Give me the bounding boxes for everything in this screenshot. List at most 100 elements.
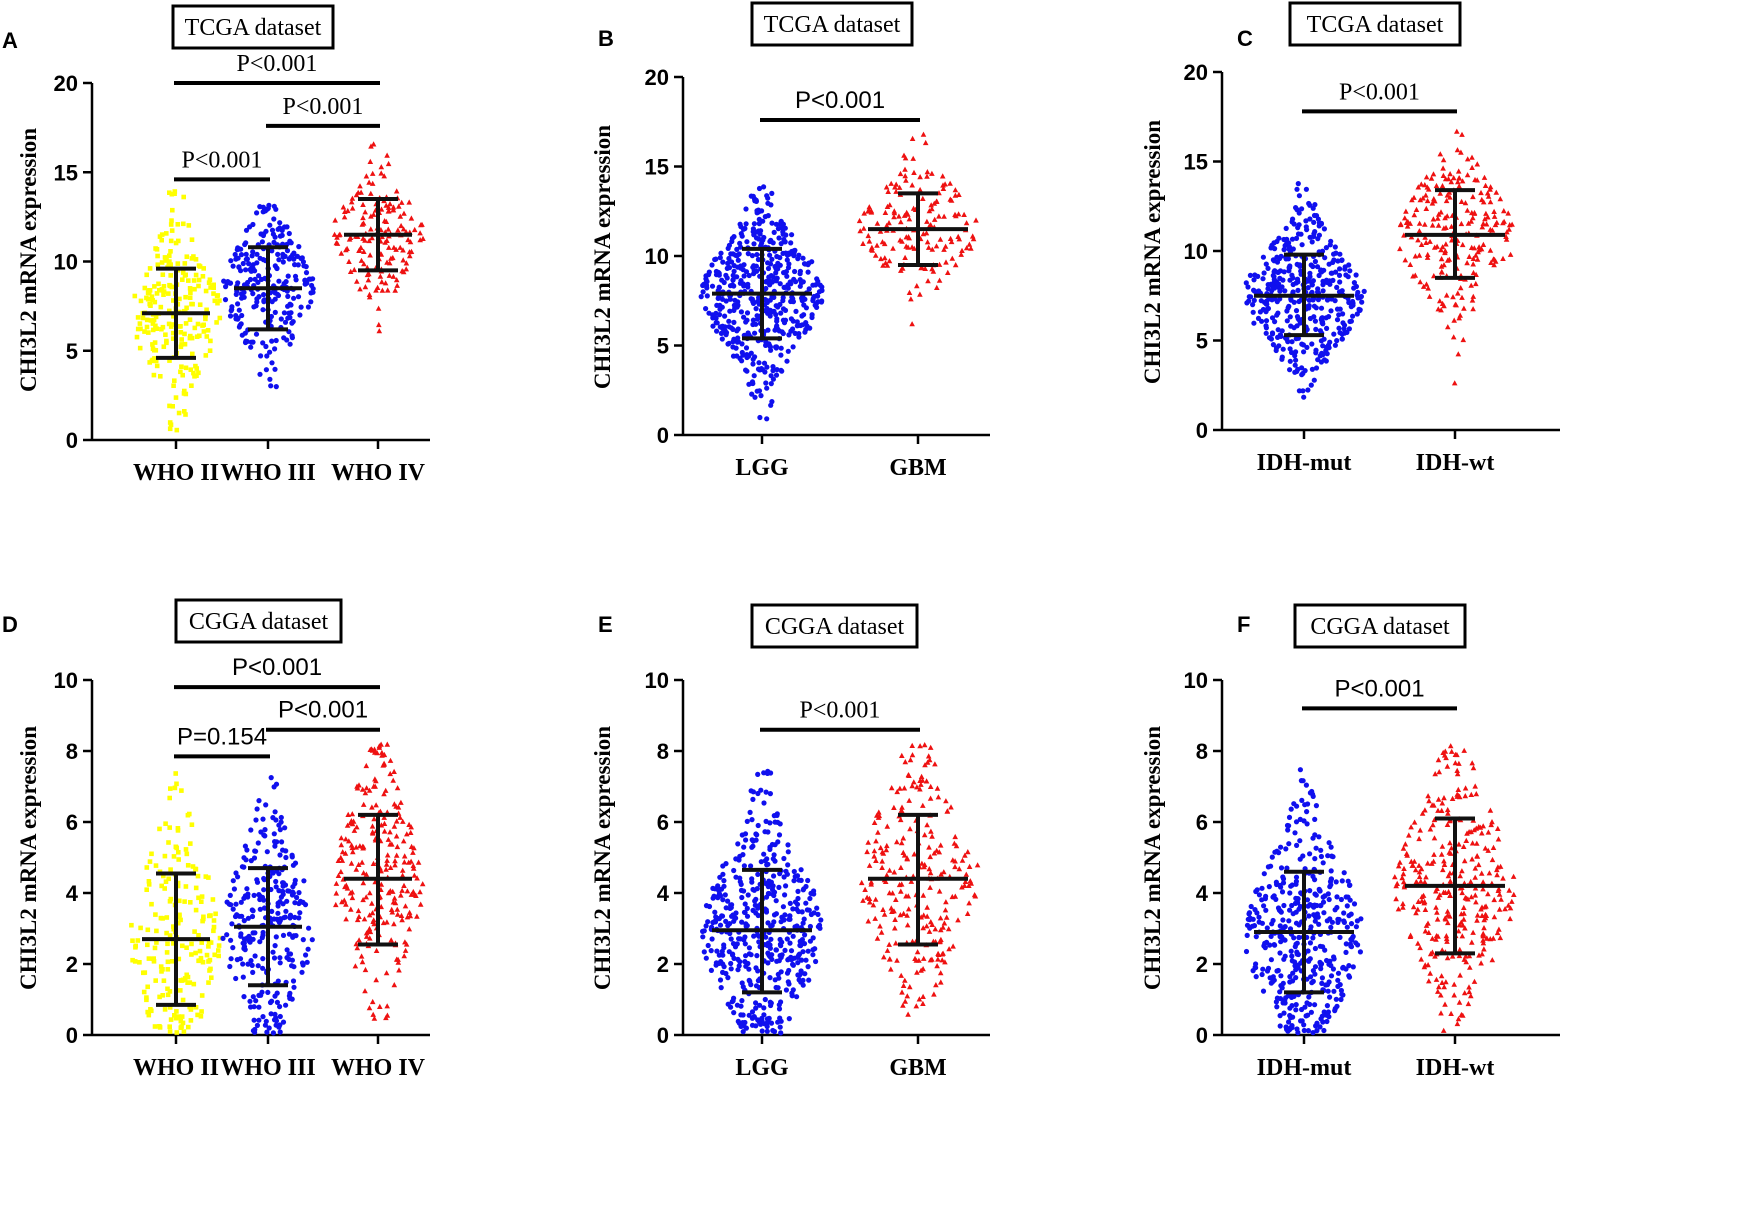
data-point [742, 225, 748, 232]
data-point [1407, 932, 1414, 938]
data-point [1441, 795, 1447, 801]
data-point [273, 817, 279, 823]
data-point [754, 210, 760, 216]
data-point [897, 785, 903, 791]
data-point [193, 1005, 199, 1010]
data-point [1444, 257, 1451, 263]
data-point [1277, 989, 1283, 995]
data-point [392, 287, 398, 293]
data-point [811, 891, 817, 897]
data-point [272, 263, 278, 269]
data-point [741, 863, 748, 869]
data-point [146, 956, 152, 961]
y-tick-label: 10 [645, 668, 669, 693]
data-point [1458, 149, 1464, 155]
data-point [806, 907, 812, 913]
data-point [1293, 1007, 1299, 1013]
data-point [1482, 911, 1489, 917]
data-point [289, 854, 295, 860]
data-point [203, 353, 209, 358]
data-point [1447, 194, 1453, 200]
data-point [767, 344, 774, 350]
data-point [788, 948, 795, 954]
data-point [1427, 826, 1434, 832]
data-point [245, 961, 251, 967]
data-point [1400, 871, 1407, 877]
data-point [1351, 285, 1357, 291]
data-point [217, 298, 222, 303]
data-point [920, 955, 927, 961]
data-point [1423, 192, 1429, 198]
data-point [183, 365, 189, 371]
data-point [261, 887, 267, 893]
x-category-label: WHO IV [331, 1055, 426, 1081]
data-point [749, 296, 756, 302]
data-point [747, 978, 753, 985]
data-point [175, 826, 181, 831]
data-point [1436, 769, 1442, 775]
data-point [1261, 871, 1267, 877]
data-point [189, 237, 195, 242]
data-point [170, 336, 176, 341]
data-point [242, 843, 248, 849]
data-point [1470, 929, 1476, 935]
data-point [1297, 320, 1303, 326]
chart-title: CGGA dataset [765, 614, 905, 640]
data-point [1287, 1005, 1293, 1011]
data-point [1474, 853, 1481, 859]
data-point [248, 339, 254, 345]
data-point [1459, 294, 1465, 300]
data-point [920, 1000, 926, 1006]
data-point [1323, 277, 1330, 283]
data-point [179, 342, 184, 347]
data-point [973, 217, 979, 223]
data-point [1347, 882, 1353, 888]
data-point [1426, 978, 1432, 984]
x-category-label: GBM [889, 455, 946, 481]
data-point [269, 360, 275, 366]
data-point [1293, 878, 1299, 885]
data-point [886, 867, 893, 873]
data-point [163, 821, 168, 826]
data-point [1325, 988, 1331, 994]
data-point [898, 219, 904, 225]
data-point [1354, 311, 1360, 317]
data-point [950, 943, 956, 949]
data-point [1456, 952, 1463, 959]
data-point [277, 1004, 283, 1010]
data-point [385, 836, 392, 842]
data-point [1437, 190, 1443, 196]
data-point [739, 980, 745, 986]
data-point [398, 912, 405, 918]
data-point [360, 235, 366, 241]
data-point [720, 961, 726, 967]
data-point [243, 251, 249, 257]
data-point [371, 921, 377, 927]
data-point [277, 955, 283, 961]
data-point [224, 932, 230, 938]
data-point [272, 843, 278, 849]
data-point [1359, 299, 1365, 305]
data-point [734, 339, 741, 345]
data-point [369, 170, 376, 176]
data-point [277, 1029, 283, 1035]
data-point [154, 928, 159, 934]
data-point [280, 889, 286, 895]
data-point [148, 303, 153, 308]
data-point [212, 298, 218, 304]
data-point [922, 265, 928, 271]
data-point [153, 912, 158, 917]
data-point [1480, 940, 1487, 946]
data-point [1277, 950, 1283, 956]
data-point [1491, 213, 1498, 219]
data-point [907, 826, 913, 832]
data-point [1265, 286, 1271, 292]
data-point [408, 215, 415, 221]
data-point [164, 258, 169, 263]
data-point [179, 364, 184, 369]
data-point [331, 231, 338, 237]
data-point [734, 246, 740, 252]
data-point [186, 278, 191, 283]
data-point [768, 381, 774, 387]
data-point [181, 1029, 187, 1034]
